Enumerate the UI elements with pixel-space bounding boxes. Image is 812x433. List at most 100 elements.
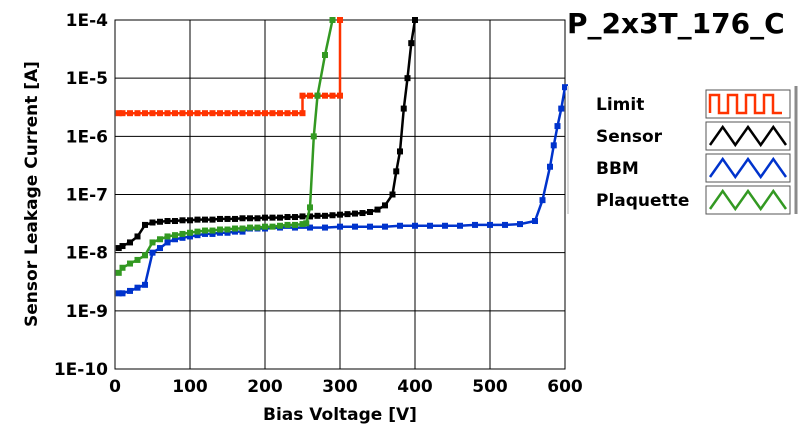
data-point-bbm: [532, 218, 538, 225]
data-point-sensor: [299, 213, 306, 220]
data-point-sensor: [322, 212, 328, 219]
y-axis-title: Sensor Leakage Current [A]: [22, 61, 42, 327]
data-point-sensor: [254, 215, 261, 222]
data-point-bbm: [157, 245, 163, 252]
data-point-plaquette: [262, 223, 268, 230]
y-tick-label: 1E-7: [66, 186, 108, 206]
data-point-limit: [292, 110, 298, 117]
data-point-sensor: [359, 210, 366, 217]
data-point-bbm: [558, 105, 565, 112]
data-point-sensor: [277, 214, 283, 221]
series-sensor: [115, 17, 418, 252]
data-point-bbm: [115, 290, 122, 297]
data-point-sensor: [382, 202, 388, 209]
data-point-plaquette: [269, 223, 276, 230]
data-point-limit: [127, 110, 133, 117]
data-point-limit: [115, 110, 122, 117]
data-point-sensor: [397, 148, 403, 155]
y-tick-label: 1E-4: [66, 11, 108, 31]
data-point-sensor: [202, 216, 208, 223]
data-point-limit: [269, 110, 276, 117]
data-point-sensor: [284, 214, 291, 221]
x-tick-label: 500: [472, 377, 508, 397]
data-point-plaquette: [209, 227, 216, 234]
data-point-bbm: [472, 221, 478, 228]
y-tick-label: 1E-9: [66, 302, 108, 322]
grid-lines: [114, 19, 566, 370]
data-point-plaquette: [172, 232, 178, 239]
data-point-plaquette: [303, 220, 310, 227]
data-point-plaquette: [179, 230, 186, 237]
data-point-bbm: [172, 236, 178, 243]
data-point-sensor: [127, 239, 133, 246]
data-point-plaquette: [157, 236, 163, 243]
data-point-sensor: [269, 214, 276, 221]
data-point-plaquette: [194, 228, 201, 235]
data-point-plaquette: [149, 239, 156, 246]
data-point-limit: [157, 110, 163, 117]
data-point-plaquette: [217, 226, 223, 233]
data-point-plaquette: [254, 224, 261, 231]
y-tick-label: 1E-10: [54, 360, 108, 380]
data-point-bbm: [502, 221, 508, 228]
x-tick-label: 100: [172, 377, 208, 397]
data-point-limit: [337, 17, 344, 23]
data-point-limit: [149, 110, 156, 117]
data-point-bbm: [217, 229, 223, 236]
legend-label-plaquette: Plaquette: [596, 191, 689, 211]
data-point-sensor: [389, 191, 396, 198]
data-point-sensor: [404, 75, 411, 82]
data-point-bbm: [164, 239, 171, 246]
data-point-sensor: [217, 215, 223, 222]
data-point-bbm: [149, 249, 156, 256]
data-point-limit: [217, 110, 223, 117]
data-point-bbm: [442, 222, 448, 229]
y-tick-label: 1E-5: [66, 69, 108, 89]
data-point-limit: [172, 110, 178, 117]
data-point-sensor: [337, 211, 343, 218]
data-point-bbm: [322, 224, 328, 231]
data-point-plaquette: [119, 264, 126, 271]
data-point-bbm: [554, 123, 561, 130]
data-point-limit: [247, 110, 253, 117]
data-point-bbm: [239, 228, 246, 235]
data-point-limit: [262, 110, 268, 117]
data-point-sensor: [142, 221, 148, 228]
data-point-bbm: [539, 197, 546, 204]
data-point-bbm: [307, 224, 313, 231]
legend-line-bbm: [708, 156, 788, 180]
data-point-plaquette: [127, 260, 133, 267]
data-point-plaquette: [115, 269, 122, 276]
legend: Limit Sensor BBM Plaquette: [567, 86, 798, 215]
data-point-sensor: [157, 218, 163, 225]
data-point-bbm: [119, 290, 126, 297]
data-point-limit: [202, 110, 208, 117]
data-point-sensor: [119, 243, 126, 250]
data-point-plaquette: [239, 225, 246, 232]
legend-line-limit: [708, 93, 782, 115]
data-point-plaquette: [202, 227, 208, 234]
data-point-limit: [224, 110, 231, 117]
data-point-limit: [194, 110, 201, 117]
data-point-sensor: [172, 218, 178, 225]
data-point-plaquette: [224, 226, 231, 233]
data-point-bbm: [550, 142, 557, 149]
data-point-sensor: [408, 40, 415, 47]
data-point-sensor: [314, 212, 321, 219]
data-point-sensor: [352, 210, 358, 217]
data-point-limit: [119, 110, 126, 117]
data-point-limit: [337, 92, 343, 99]
data-point-bbm: [179, 234, 186, 241]
data-point-bbm: [547, 163, 553, 170]
data-point-plaquette: [322, 52, 328, 59]
data-point-sensor: [134, 233, 141, 240]
data-point-bbm: [382, 223, 388, 230]
data-point-sensor: [393, 168, 400, 175]
data-point-sensor: [367, 209, 373, 216]
legend-label-limit: Limit: [596, 95, 644, 115]
data-point-plaquette: [284, 221, 291, 228]
data-point-limit: [179, 110, 186, 117]
data-point-limit: [134, 110, 141, 117]
y-tick-label: 1E-6: [66, 127, 108, 147]
legend-line-sensor: [708, 124, 788, 148]
